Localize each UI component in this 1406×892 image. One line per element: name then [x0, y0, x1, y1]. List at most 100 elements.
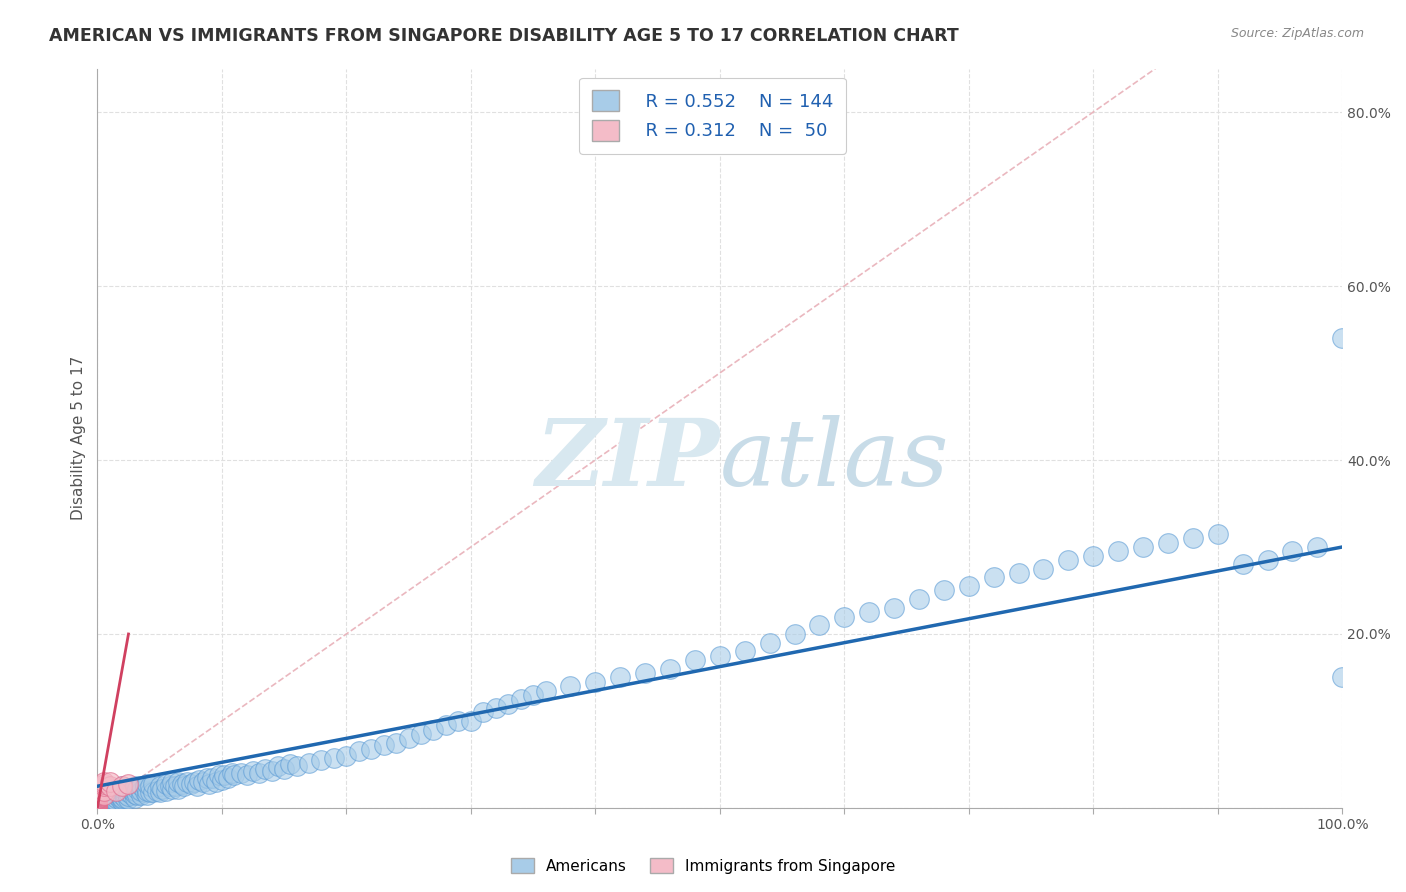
Point [111, 779, 134, 793]
Point [138, 779, 160, 793]
Point [117, 792, 139, 806]
Point [167, 775, 190, 789]
Point [98, 788, 121, 802]
Point [86, 792, 108, 806]
Point [117, 777, 139, 791]
Point [186, 779, 208, 793]
Point [93, 777, 115, 791]
Point [111, 794, 134, 808]
Point [758, 636, 780, 650]
Point [1132, 540, 1154, 554]
Point [472, 706, 495, 720]
Point [96, 788, 118, 802]
Point [260, 764, 283, 779]
Point [86, 788, 108, 802]
Point [98, 779, 121, 793]
Point [86, 789, 108, 804]
Point [86, 786, 108, 800]
Point [134, 785, 156, 799]
Point [86, 797, 108, 811]
Point [214, 768, 236, 782]
Point [86, 797, 108, 811]
Point [176, 775, 198, 789]
Point [1331, 671, 1354, 685]
Point [101, 792, 124, 806]
Point [108, 789, 131, 803]
Point [1232, 558, 1254, 572]
Point [1181, 531, 1204, 545]
Point [124, 779, 146, 793]
Point [149, 779, 172, 793]
Point [101, 789, 124, 803]
Point [86, 785, 108, 799]
Point [86, 795, 108, 809]
Point [273, 762, 295, 776]
Point [560, 679, 582, 693]
Point [659, 662, 682, 676]
Point [86, 789, 108, 803]
Point [86, 790, 108, 805]
Point [242, 764, 264, 779]
Point [683, 653, 706, 667]
Point [111, 788, 134, 802]
Point [124, 790, 146, 805]
Point [285, 759, 308, 773]
Point [114, 787, 136, 801]
Point [217, 771, 239, 785]
Point [496, 697, 519, 711]
Point [932, 583, 955, 598]
Point [201, 771, 224, 785]
Point [93, 792, 115, 806]
Point [121, 783, 143, 797]
Point [98, 775, 121, 789]
Point [86, 794, 108, 808]
Point [583, 674, 606, 689]
Point [983, 570, 1005, 584]
Point [86, 797, 108, 812]
Point [485, 701, 508, 715]
Point [195, 771, 218, 785]
Point [1007, 566, 1029, 580]
Point [1281, 544, 1303, 558]
Point [208, 768, 231, 782]
Point [1257, 553, 1279, 567]
Point [86, 787, 108, 801]
Point [422, 723, 444, 737]
Point [235, 768, 257, 782]
Point [136, 788, 159, 802]
Point [534, 683, 557, 698]
Point [86, 794, 108, 808]
Point [117, 789, 139, 803]
Point [267, 759, 290, 773]
Point [86, 791, 108, 805]
Point [173, 779, 195, 793]
Point [149, 785, 172, 799]
Point [138, 785, 160, 799]
Text: atlas: atlas [720, 416, 949, 506]
Point [86, 791, 108, 805]
Point [86, 790, 108, 805]
Point [347, 744, 370, 758]
Point [86, 790, 108, 805]
Point [311, 753, 333, 767]
Point [247, 766, 270, 780]
Point [86, 796, 108, 810]
Point [160, 775, 183, 789]
Point [86, 792, 108, 806]
Point [211, 773, 233, 788]
Point [111, 792, 134, 806]
Point [86, 794, 108, 808]
Point [298, 756, 321, 770]
Point [322, 750, 344, 764]
Point [734, 644, 756, 658]
Point [278, 757, 301, 772]
Point [86, 792, 108, 806]
Point [1157, 535, 1180, 549]
Point [709, 648, 731, 663]
Point [193, 775, 215, 789]
Point [111, 781, 134, 796]
Point [93, 783, 115, 797]
Point [136, 783, 159, 797]
Point [86, 799, 108, 814]
Text: AMERICAN VS IMMIGRANTS FROM SINGAPORE DISABILITY AGE 5 TO 17 CORRELATION CHART: AMERICAN VS IMMIGRANTS FROM SINGAPORE DI… [49, 27, 959, 45]
